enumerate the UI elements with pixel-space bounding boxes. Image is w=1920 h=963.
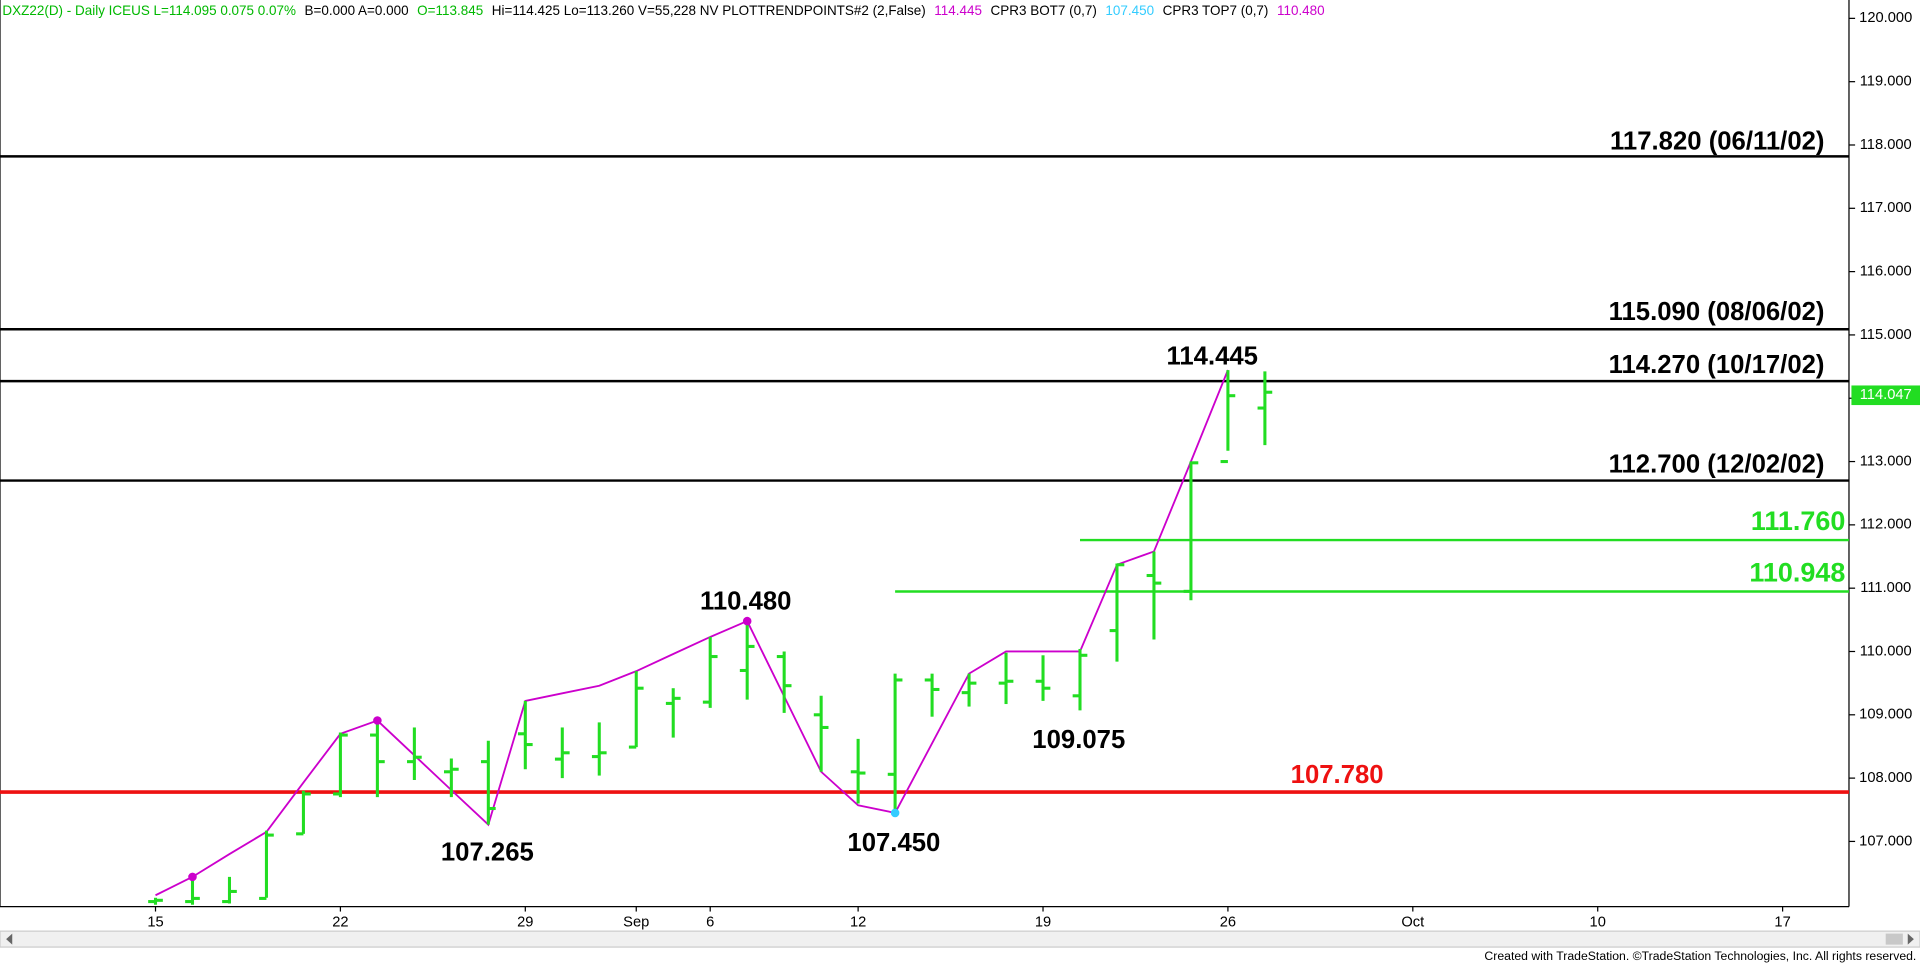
y-tick-label: 117.000 xyxy=(1860,200,1912,216)
x-tick-label: 22 xyxy=(332,914,348,930)
y-tick-label: 113.000 xyxy=(1860,453,1912,469)
x-tick-label: 17 xyxy=(1774,914,1790,930)
scrollbar[interactable] xyxy=(0,930,1920,948)
y-tick-label: 116.000 xyxy=(1860,263,1912,279)
level-label: 112.700 (12/02/02) xyxy=(1609,451,1825,479)
y-tick-label: 120.000 xyxy=(1859,10,1912,26)
x-tick-label: 29 xyxy=(517,914,533,930)
y-tick-label: 119.000 xyxy=(1860,74,1912,90)
header-segment: CPR3 TOP7 (0,7) xyxy=(1163,3,1269,18)
last-price-label: 114.047 xyxy=(1860,387,1912,403)
y-tick-label: 111.000 xyxy=(1860,580,1911,596)
y-tick-label: 109.000 xyxy=(1859,707,1912,723)
x-tick-label: 12 xyxy=(850,914,866,930)
pivot-dot xyxy=(188,872,197,882)
x-tick-label: 6 xyxy=(706,914,714,930)
x-tick-label: 19 xyxy=(1035,914,1051,930)
header-segment: Hi=114.425 Lo=113.260 V=55,228 NV PLOTTR… xyxy=(492,3,926,18)
y-tick-label: 110.000 xyxy=(1860,643,1912,659)
pivot-dot xyxy=(373,716,382,725)
y-tick-label: 118.000 xyxy=(1860,137,1912,153)
header-segment: O=113.845 xyxy=(417,3,483,18)
footer: Created with TradeStation. ©TradeStation… xyxy=(1484,949,1916,963)
pivot-label: 110.480 xyxy=(700,588,792,616)
x-tick-label: Sep xyxy=(623,914,649,930)
header: DXZ22(D) - Daily ICEUS L=114.095 0.075 0… xyxy=(2,3,1324,18)
pivot-dot xyxy=(742,616,752,626)
level-label: 115.090 (08/06/02) xyxy=(1609,298,1825,326)
level-label: 111.760 xyxy=(1751,506,1845,536)
pivot-label: 109.075 xyxy=(1032,726,1125,754)
trend-line xyxy=(155,369,1229,897)
x-tick-label: 15 xyxy=(147,914,163,930)
header-segment: CPR3 BOT7 (0,7) xyxy=(991,3,1097,18)
y-tick-label: 115.000 xyxy=(1860,327,1912,343)
level-label: 107.780 xyxy=(1291,761,1384,789)
header-segment: DXZ22(D) - Daily ICEUS L=114.095 0.075 0… xyxy=(2,3,296,18)
y-tick-label: 108.000 xyxy=(1859,770,1912,786)
header-segment: B=0.000 A=0.000 xyxy=(305,3,409,18)
y-tick-label: 112.000 xyxy=(1860,517,1912,533)
pivot-dot xyxy=(890,808,900,818)
last-price-box xyxy=(1851,385,1920,406)
x-tick-label: Oct xyxy=(1401,914,1424,930)
scrollbar-thumb[interactable] xyxy=(1885,933,1903,945)
level-label: 117.820 (06/11/02) xyxy=(1610,128,1824,156)
y-tick-label: 107.000 xyxy=(1859,833,1912,849)
pivot-label: 107.450 xyxy=(847,829,940,857)
pivot-label: 107.265 xyxy=(441,839,534,867)
x-tick-label: 26 xyxy=(1220,914,1236,930)
header-segment: 107.450 xyxy=(1105,3,1154,18)
scroll-left-arrow[interactable] xyxy=(6,933,13,945)
x-tick-label: 10 xyxy=(1590,914,1606,930)
header-segment: 114.445 xyxy=(934,3,982,18)
level-label: 110.948 xyxy=(1749,557,1845,587)
scroll-right-arrow[interactable] xyxy=(1907,933,1914,945)
level-label: 114.270 (10/17/02) xyxy=(1609,351,1825,379)
pivot-label: 114.445 xyxy=(1166,343,1258,371)
header-segment: 110.480 xyxy=(1277,3,1325,18)
